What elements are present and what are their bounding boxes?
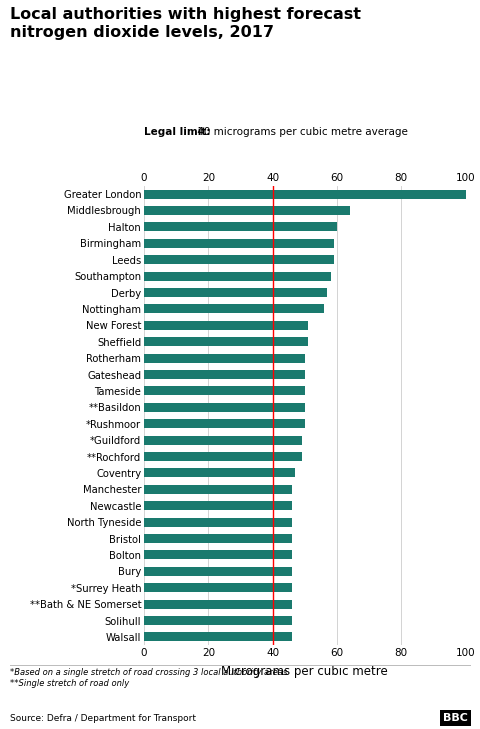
- Bar: [144, 485, 292, 494]
- Bar: [144, 534, 292, 543]
- Bar: [144, 436, 301, 445]
- Bar: [144, 502, 292, 510]
- Bar: [144, 583, 292, 592]
- Bar: [144, 288, 327, 297]
- Text: **Single stretch of road only: **Single stretch of road only: [10, 679, 129, 688]
- Bar: [144, 403, 305, 412]
- Bar: [144, 550, 292, 559]
- Bar: [144, 616, 292, 625]
- Bar: [144, 469, 295, 477]
- Text: Legal limit:: Legal limit:: [144, 127, 211, 137]
- Bar: [144, 272, 331, 281]
- Bar: [144, 206, 350, 215]
- Bar: [144, 600, 292, 609]
- X-axis label: Micrograms per cubic metre: Micrograms per cubic metre: [221, 665, 388, 678]
- Bar: [144, 190, 466, 198]
- Bar: [144, 452, 301, 461]
- Bar: [144, 305, 324, 313]
- Bar: [144, 239, 334, 248]
- Text: BBC: BBC: [443, 713, 468, 723]
- Text: Local authorities with highest forecast
nitrogen dioxide levels, 2017: Local authorities with highest forecast …: [10, 7, 360, 40]
- Bar: [144, 338, 308, 346]
- Text: Source: Defra / Department for Transport: Source: Defra / Department for Transport: [10, 714, 196, 723]
- Bar: [144, 567, 292, 576]
- Bar: [144, 222, 337, 231]
- Bar: [144, 255, 334, 264]
- Bar: [144, 386, 305, 395]
- Bar: [144, 354, 305, 362]
- Bar: [144, 633, 292, 642]
- Bar: [144, 419, 305, 428]
- Bar: [144, 518, 292, 526]
- Text: 40 micrograms per cubic metre average: 40 micrograms per cubic metre average: [194, 127, 408, 137]
- Text: *Based on a single stretch of road crossing 3 local authority areas: *Based on a single stretch of road cross…: [10, 668, 287, 677]
- Bar: [144, 370, 305, 379]
- Bar: [144, 321, 308, 330]
